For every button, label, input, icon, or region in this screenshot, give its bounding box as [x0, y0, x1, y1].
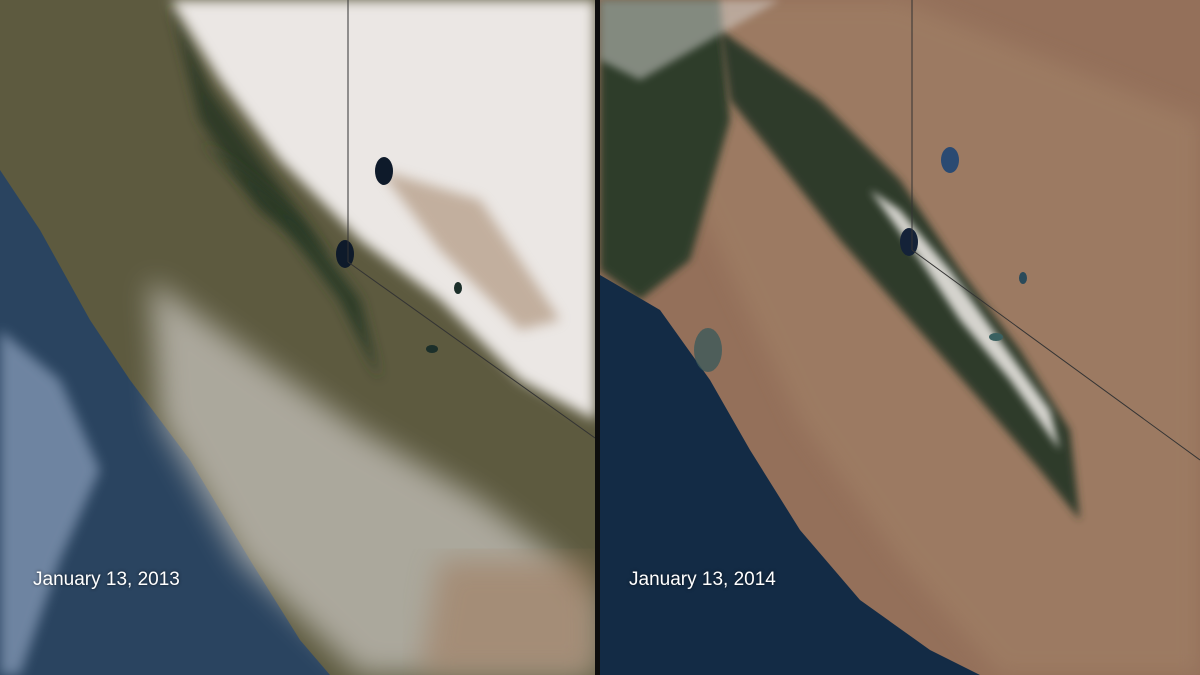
- pyramid-lake: [941, 147, 959, 173]
- ocean: [600, 275, 980, 675]
- date-label-2014: January 13, 2014: [629, 569, 776, 590]
- sf-bay: [694, 328, 722, 372]
- sierra-forest-band: [720, 30, 1080, 520]
- satellite-image-2014: January 13, 2014: [600, 0, 1200, 675]
- satellite-photo-2013: [0, 0, 595, 675]
- ocean: [0, 170, 330, 675]
- lake-tahoe: [336, 240, 354, 268]
- satellite-image-2013: January 13, 2013: [0, 0, 595, 675]
- cloud-streaks: [0, 330, 100, 675]
- panel-divider: [595, 0, 600, 675]
- date-label-2013: January 13, 2013: [33, 569, 180, 590]
- pyramid-lake: [375, 157, 393, 185]
- satellite-photo-2014: [600, 0, 1200, 675]
- lake-tahoe: [900, 228, 918, 256]
- snow-cover: [870, 190, 1060, 450]
- snow-cover: [170, 0, 595, 420]
